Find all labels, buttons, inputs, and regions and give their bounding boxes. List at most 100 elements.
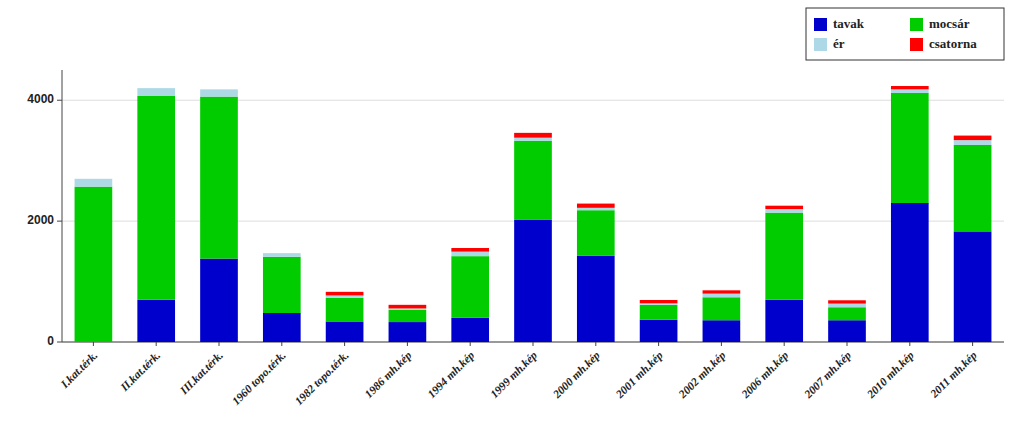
bar-segment — [514, 138, 552, 141]
y-tick-label: 0 — [47, 334, 54, 348]
legend-swatch — [814, 18, 827, 31]
bar-segment — [389, 308, 427, 310]
bar-segment — [640, 305, 678, 320]
y-tick — [57, 221, 62, 222]
series — [75, 88, 992, 310]
x-tick — [658, 342, 659, 346]
bar-segment — [451, 318, 489, 342]
legend-label: tavak — [833, 16, 865, 31]
bar-segment — [137, 300, 175, 342]
x-tick — [156, 342, 157, 346]
bar-segment — [75, 187, 113, 342]
bar-segment — [577, 210, 615, 255]
x-tick-label: 2011 mh.kép — [927, 349, 980, 402]
legend: tavak mocsár ér csatorna — [806, 8, 1004, 60]
x-tick-label: 1982 topo.térk. — [292, 349, 351, 408]
x-tick — [407, 342, 408, 346]
bar-segment — [954, 145, 992, 231]
x-tick — [470, 342, 471, 346]
bar-segment — [765, 206, 803, 209]
bar-segment — [891, 93, 929, 203]
bar-segment — [75, 178, 113, 179]
legend-label: ér — [833, 36, 845, 51]
y-axis-line — [62, 70, 63, 342]
x-tick-label: III.kat.térk. — [177, 349, 225, 397]
bar-segment — [326, 292, 364, 296]
bar-segment — [137, 96, 175, 300]
bar-segment — [703, 290, 741, 293]
x-tick-label: 2000 mh.kép — [550, 349, 603, 402]
bar-segment — [828, 307, 866, 320]
bar-segment — [389, 305, 427, 309]
legend-swatch — [814, 38, 827, 51]
x-tick — [219, 342, 220, 346]
x-tick — [93, 342, 94, 346]
legend-label: csatorna — [929, 36, 977, 51]
bar-segment — [389, 310, 427, 322]
legend-label: mocsár — [929, 16, 970, 31]
x-tick-label: 1999 mh.kép — [488, 349, 540, 401]
x-tick-label: 2007 mh.kép — [801, 349, 854, 402]
bar-segment — [263, 253, 301, 257]
bar-segment — [703, 320, 741, 342]
bar-segment — [451, 252, 489, 257]
bar-segment — [200, 259, 238, 342]
bar-segment — [765, 213, 803, 300]
series — [75, 93, 992, 342]
bar-segment — [263, 257, 301, 313]
bar-segment — [263, 253, 301, 254]
bar-segment — [703, 294, 741, 298]
bar-segment — [200, 97, 238, 259]
y-tick — [57, 342, 62, 343]
bar-segment — [514, 133, 552, 138]
bars — [75, 86, 992, 342]
legend-frame — [806, 8, 1004, 60]
bar-segment — [451, 256, 489, 318]
x-tick — [344, 342, 345, 346]
bar-segment — [326, 321, 364, 342]
bar-segment — [703, 297, 741, 320]
bar-segment — [891, 86, 929, 89]
x-tick — [533, 342, 534, 346]
bar-segment — [954, 140, 992, 145]
x-tick-label: 2001 mh.kép — [613, 349, 666, 402]
bar-segment — [577, 256, 615, 342]
x-tick — [847, 342, 848, 346]
bar-segment — [640, 303, 678, 305]
bar-segment — [765, 209, 803, 213]
bar-segment — [451, 248, 489, 252]
bar-segment — [263, 313, 301, 342]
bar-segment — [200, 89, 238, 96]
y-tick-label: 2000 — [27, 213, 54, 227]
bar-segment — [765, 300, 803, 342]
bar-segment — [640, 320, 678, 342]
bar-segment — [514, 141, 552, 220]
x-tick-label: 1986 mh.kép — [362, 349, 414, 401]
bar-segment — [200, 89, 238, 90]
series — [137, 203, 991, 342]
bar-segment — [326, 295, 364, 297]
y-tick — [57, 100, 62, 101]
axes: 020004000I.kat.térk.II.kat.térk.III.kat.… — [27, 70, 1004, 408]
x-tick-label: 2006 mh.kép — [738, 349, 791, 402]
legend-swatch — [910, 38, 923, 51]
y-tick-label: 4000 — [27, 92, 54, 106]
bar-segment — [75, 179, 113, 187]
x-tick — [972, 342, 973, 346]
x-tick-label: 2010 mh.kép — [864, 349, 917, 402]
series — [326, 86, 992, 308]
x-tick — [909, 342, 910, 346]
bar-segment — [640, 300, 678, 303]
bar-segment — [514, 220, 552, 342]
x-tick — [595, 342, 596, 346]
bar-segment — [828, 304, 866, 308]
bar-segment — [389, 322, 427, 342]
x-tick-label: 2002 mh.kép — [676, 349, 729, 402]
x-tick — [784, 342, 785, 346]
x-tick — [721, 342, 722, 346]
x-tick-label: 1960 topo.térk. — [230, 349, 289, 408]
bar-segment — [828, 320, 866, 342]
legend-swatch — [910, 18, 923, 31]
bar-segment — [577, 204, 615, 208]
x-tick-label: 1994 mh.kép — [425, 349, 477, 401]
